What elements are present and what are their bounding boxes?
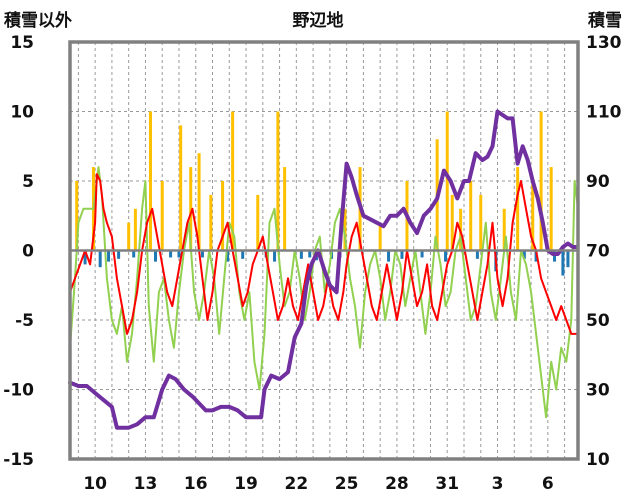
snowfall-bar: [133, 208, 137, 251]
snowfall-bar: [221, 181, 225, 251]
snowfall-bar: [469, 181, 473, 251]
deficit-bar: [522, 250, 526, 259]
left-tick-labels: 15 10 5 0 -5 -10 -15: [3, 33, 34, 470]
x-tick-label: 13: [134, 474, 158, 494]
deficit-bar: [308, 250, 312, 258]
right-axis-title: 積雪: [588, 10, 622, 31]
x-tick-label: 22: [285, 474, 309, 494]
snowfall-bar: [189, 167, 193, 251]
deficit-bar: [475, 250, 479, 259]
right-tick-label: 90: [586, 172, 610, 192]
deficit-bar: [117, 250, 121, 259]
deficit-bar: [553, 250, 557, 262]
left-tick-label: 0: [22, 242, 34, 262]
snowfall-bar: [231, 111, 235, 251]
left-tick-label: -15: [3, 450, 34, 470]
left-tick-label: -10: [3, 381, 34, 401]
right-tick-label: 70: [586, 242, 610, 262]
chart-title: 野辺地: [293, 10, 344, 31]
deficit-bar: [177, 250, 181, 258]
snowfall-bar: [75, 181, 79, 251]
deficit-bar: [387, 250, 391, 262]
x-tick-label: 25: [335, 474, 359, 494]
snowfall-bar: [502, 208, 506, 251]
snowfall-bar: [148, 111, 152, 251]
deficit-bar: [169, 250, 173, 258]
deficit-bar: [273, 250, 277, 262]
right-tick-label: 130: [586, 33, 622, 53]
right-tick-label: 110: [586, 103, 622, 123]
snowfall-bar: [450, 194, 454, 251]
deficit-bar: [241, 250, 245, 259]
deficit-bar: [444, 250, 448, 262]
plot-frame: [68, 40, 580, 461]
deficit-bar: [83, 250, 87, 265]
snowfall-bar: [378, 222, 382, 251]
x-tick-label: 16: [184, 474, 208, 494]
snowfall-bar: [160, 181, 164, 251]
deficit-bar: [132, 250, 136, 258]
deficit-bar: [98, 250, 102, 268]
x-tick-label: 28: [385, 474, 409, 494]
snowfall-bar: [516, 167, 520, 251]
left-axis-title: 積雪以外: [4, 10, 72, 31]
snowfall-bar: [479, 194, 483, 251]
snowfall-bar: [531, 181, 535, 251]
snowfall-bar: [197, 153, 201, 251]
snow-depth-series-line: [68, 109, 579, 430]
snowfall-bar: [549, 167, 553, 251]
deficit-bar: [566, 250, 570, 268]
x-tick-label: 10: [83, 474, 107, 494]
x-tick-labels: 10 13 16 19 22 25 28 31 3 6: [83, 474, 553, 494]
left-tick-label: 15: [10, 33, 34, 53]
deficit-bar: [561, 250, 565, 276]
snowfall-bar: [127, 222, 131, 251]
deficit-bar: [226, 250, 230, 262]
x-tick-label: 19: [234, 474, 258, 494]
temperature-series-line: [69, 173, 578, 335]
snowfall-bar: [256, 194, 260, 251]
deficit-bar: [420, 250, 424, 258]
snowfall-bar: [343, 208, 347, 251]
left-tick-label: 5: [22, 172, 34, 192]
deficit-bar: [107, 250, 111, 262]
x-tick-label: 31: [435, 474, 459, 494]
right-tick-labels: 130 110 90 70 50 30 10: [586, 33, 622, 470]
x-tick-label: 3: [492, 474, 504, 494]
left-tick-label: -5: [15, 311, 34, 331]
right-tick-label: 50: [586, 311, 610, 331]
snowfall-bar: [539, 111, 543, 251]
x-tick-label: 6: [542, 474, 554, 494]
humidity-series-line: [69, 166, 579, 419]
deficit-bar: [200, 250, 204, 258]
snowfall-bar: [445, 111, 449, 251]
deficit-bar: [299, 250, 303, 259]
deficit-bar: [154, 250, 158, 262]
deficit-bar: [400, 250, 404, 259]
line-layer: [68, 109, 579, 430]
snowfall-bar: [276, 111, 280, 251]
right-tick-label: 30: [586, 381, 610, 401]
snowfall-bar: [179, 125, 183, 251]
right-tick-label: 10: [586, 450, 610, 470]
snowfall-bar: [283, 167, 287, 251]
snowfall-bar: [209, 194, 213, 251]
left-tick-label: 10: [10, 103, 34, 123]
